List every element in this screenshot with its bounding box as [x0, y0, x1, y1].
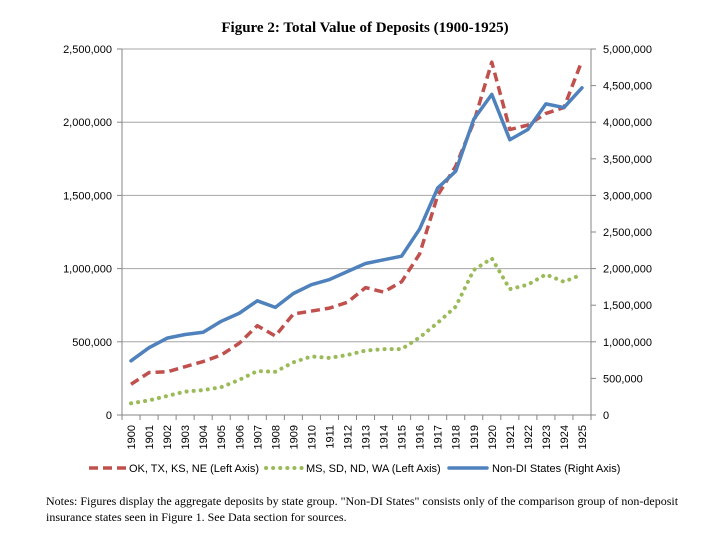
right-axis-tick-label: 3,000,000	[603, 190, 652, 202]
right-axis-tick-label: 500,000	[603, 373, 643, 385]
x-axis-tick-label: 1906	[234, 425, 246, 449]
legend-label-2: MS, SD, ND, WA (Left Axis)	[306, 463, 441, 475]
right-axis-tick-label: 2,500,000	[603, 227, 652, 239]
left-axis-tick-label: 2,000,000	[63, 117, 112, 129]
x-axis-tick-label: 1917	[433, 425, 445, 449]
x-axis-tick-label: 1914	[379, 425, 391, 449]
left-axis-tick-label: 2,500,000	[63, 44, 112, 56]
x-axis-tick-label: 1925	[577, 425, 589, 449]
figure-notes: Notes: Figures display the aggregate dep…	[46, 494, 679, 524]
x-axis-tick-label: 1915	[397, 425, 409, 449]
x-axis-tick-label: 1900	[126, 425, 138, 449]
legend-label-3: Non-DI States (Right Axis)	[492, 463, 620, 475]
x-axis-tick-label: 1905	[216, 425, 228, 449]
x-axis-tick-label: 1903	[180, 425, 192, 449]
x-axis-tick-label: 1920	[487, 425, 499, 449]
series-line-1	[130, 60, 584, 386]
right-axis-tick-label: 5,000,000	[603, 44, 652, 56]
left-axis-tick-label: 1,500,000	[63, 190, 112, 202]
left-axis-tick-label: 500,000	[72, 337, 112, 349]
right-axis-tick-label: 4,000,000	[603, 117, 652, 129]
x-axis-tick-label: 1918	[451, 425, 463, 449]
right-axis-tick-label: 1,500,000	[603, 300, 652, 312]
legend: OK, TX, KS, NE (Left Axis) MS, SD, ND, WA…	[89, 463, 620, 475]
x-axis-tick-label: 1919	[469, 425, 481, 449]
right-axis-tick-label: 0	[603, 410, 609, 422]
axes	[117, 48, 596, 420]
series-line-2	[129, 256, 584, 406]
chart-title: Figure 2: Total Value of Deposits (1900-…	[221, 20, 508, 36]
series-lines	[129, 60, 584, 406]
gridlines	[122, 48, 591, 343]
tick-labels: 0 500,000 1,000,000 1,500,000 2,000,000 2,500…	[63, 44, 652, 449]
x-axis-tick-label: 1916	[415, 425, 427, 449]
x-axis-tick-label: 1904	[198, 425, 210, 449]
x-axis-tick-label: 1909	[288, 425, 300, 449]
x-axis-tick-label: 1923	[541, 425, 553, 449]
x-axis-tick-label: 1908	[270, 425, 282, 449]
x-axis-tick-label: 1901	[144, 425, 156, 449]
x-axis-tick-label: 1911	[324, 425, 336, 449]
x-axis-tick-label: 1913	[361, 425, 373, 449]
x-axis-tick-label: 1912	[342, 425, 354, 449]
series-line-3	[129, 86, 584, 363]
x-axis-tick-label: 1921	[505, 425, 517, 449]
x-axis-tick-label: 1907	[252, 425, 264, 449]
right-axis-tick-label: 3,500,000	[603, 154, 652, 166]
left-axis-tick-label: 0	[106, 410, 112, 422]
x-axis-tick-label: 1924	[559, 425, 571, 449]
right-axis-tick-label: 4,500,000	[603, 81, 652, 93]
legend-label-1: OK, TX, KS, NE (Left Axis)	[129, 463, 259, 475]
left-axis-tick-label: 1,000,000	[63, 264, 112, 276]
x-axis-tick-label: 1902	[162, 425, 174, 449]
right-axis-tick-label: 1,000,000	[603, 337, 652, 349]
x-axis-tick-label: 1922	[523, 425, 535, 449]
x-axis-tick-label: 1910	[306, 425, 318, 449]
right-axis-tick-label: 2,000,000	[603, 264, 652, 276]
